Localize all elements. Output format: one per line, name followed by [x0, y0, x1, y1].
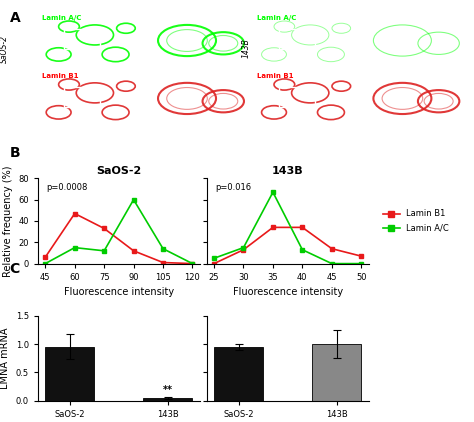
Text: C: C: [9, 262, 20, 276]
Text: p=0.016: p=0.016: [215, 183, 251, 192]
Text: B: B: [9, 146, 20, 160]
Text: Lamin B1: Lamin B1: [257, 73, 294, 79]
Legend: Lamin B1, Lamin A/C: Lamin B1, Lamin A/C: [380, 206, 452, 236]
Title: SaOS-2: SaOS-2: [96, 166, 142, 176]
Text: Lamin B1: Lamin B1: [42, 73, 79, 79]
Text: 143B: 143B: [242, 38, 251, 59]
Bar: [279, 87, 315, 107]
Bar: [64, 87, 100, 107]
Y-axis label: LMNA mRNA: LMNA mRNA: [0, 327, 10, 389]
Text: A: A: [9, 11, 20, 24]
Text: Lamin A/C: Lamin A/C: [42, 15, 82, 21]
Bar: [214, 347, 263, 401]
Bar: [46, 347, 94, 401]
Bar: [312, 344, 361, 401]
Bar: [64, 30, 100, 49]
Text: SaOS-2: SaOS-2: [0, 35, 9, 62]
Text: **: **: [163, 385, 173, 395]
Y-axis label: Relative frequency (%): Relative frequency (%): [3, 165, 13, 277]
Text: p=0.0008: p=0.0008: [46, 183, 87, 192]
Title: 143B: 143B: [272, 166, 303, 176]
X-axis label: Fluorescence intensity: Fluorescence intensity: [64, 287, 174, 297]
Bar: [279, 30, 315, 49]
Bar: [144, 398, 192, 401]
Text: Lamin A/C: Lamin A/C: [257, 15, 297, 21]
X-axis label: Fluorescence intensity: Fluorescence intensity: [233, 287, 343, 297]
